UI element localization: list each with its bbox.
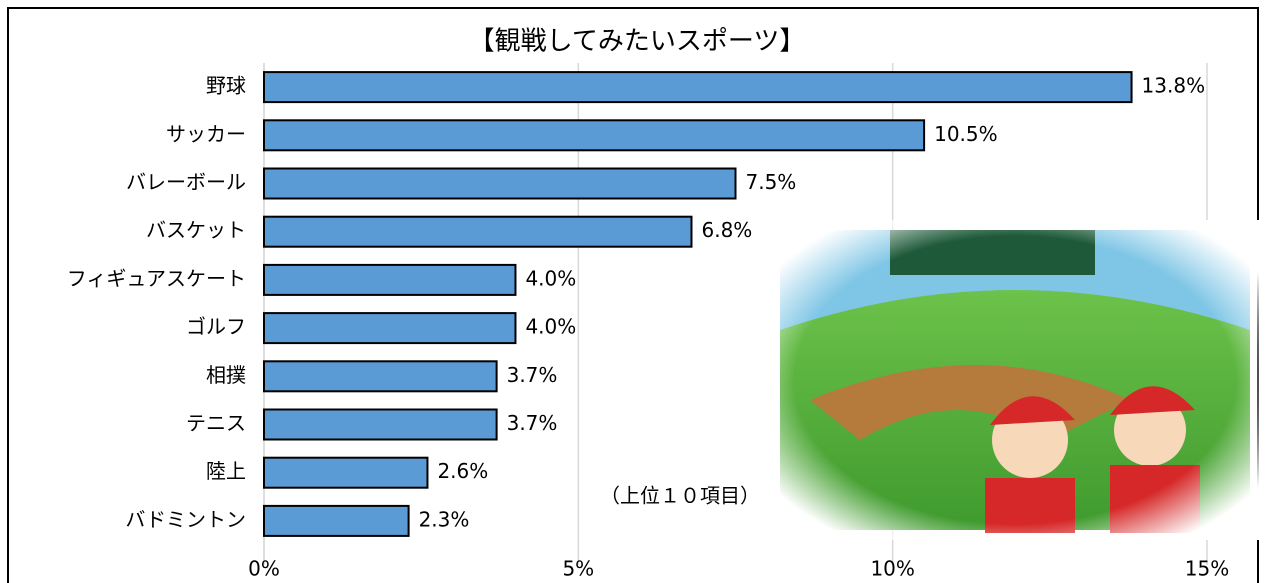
y-tick-label: サッカー (166, 122, 246, 146)
y-tick-label: テニス (186, 411, 246, 435)
bar (264, 458, 427, 488)
bar (264, 217, 691, 247)
x-tick-label: 15% (1185, 557, 1229, 581)
bar (264, 313, 515, 343)
value-label: 6.8% (701, 218, 752, 242)
value-label: 4.0% (525, 315, 576, 339)
bar (264, 410, 497, 440)
y-tick-label: バスケット (146, 218, 246, 242)
value-label: 10.5% (934, 122, 998, 146)
value-label: 7.5% (746, 170, 797, 194)
x-tick-label: 0% (248, 557, 280, 581)
value-label: 2.3% (419, 507, 470, 531)
x-tick-label: 5% (562, 557, 594, 581)
bar (264, 506, 409, 536)
illustration (770, 220, 1260, 540)
bar (264, 265, 515, 295)
bar (264, 169, 736, 199)
chart: 【観戦してみたいスポーツ】 （上位１０項目） 0% 5% 10% 15% 野球 13.8%… (0, 0, 1266, 583)
chart-title: 【観戦してみたいスポーツ】 (469, 27, 806, 57)
value-label: 4.0% (525, 266, 576, 290)
y-tick-label: 野球 (206, 74, 246, 98)
value-label: 2.6% (437, 459, 488, 483)
value-label: 3.7% (507, 411, 558, 435)
y-tick-label: 陸上 (206, 459, 246, 483)
y-tick-label: バドミントン (125, 507, 246, 531)
bar (264, 72, 1132, 102)
bar (264, 120, 924, 150)
y-tick-label: 相撲 (206, 363, 246, 387)
bar (264, 361, 497, 391)
vignette (770, 220, 1260, 540)
x-tick-label: 10% (870, 557, 914, 581)
value-label: 13.8% (1142, 74, 1206, 98)
y-tick-label: バレーボール (126, 170, 246, 194)
annotation: （上位１０項目） (600, 484, 760, 508)
value-label: 3.7% (507, 363, 558, 387)
y-tick-label: ゴルフ (186, 315, 246, 339)
y-tick-label: フィギュアスケート (67, 266, 246, 290)
